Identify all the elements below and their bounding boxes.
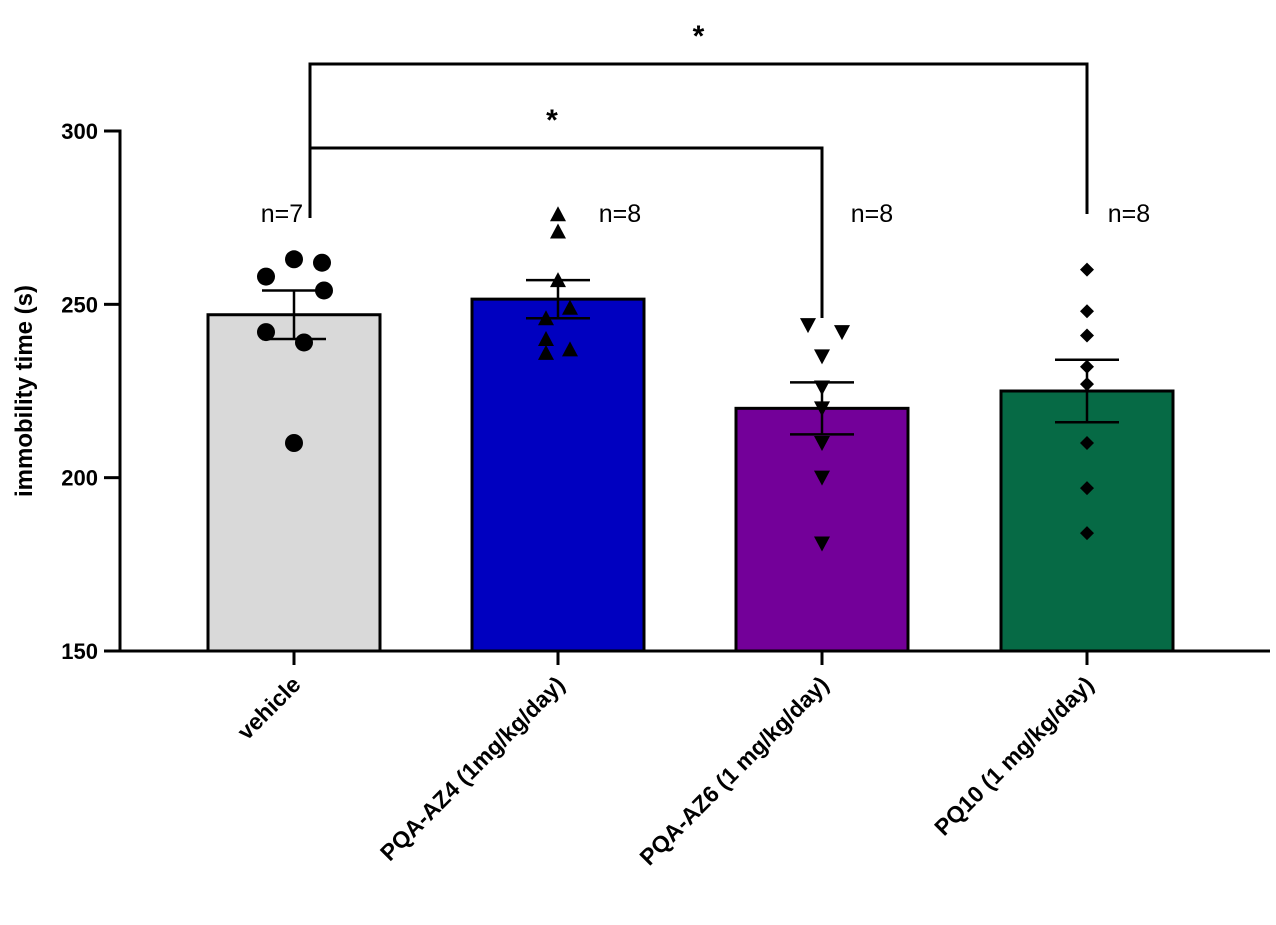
y-tick-label-2: 250 (61, 292, 98, 317)
error-bars-layer (262, 278, 1119, 436)
data-point-1-7 (538, 344, 554, 360)
data-point-1-0 (550, 206, 566, 222)
significance-star-1: * (693, 20, 705, 53)
data-point-3-4 (1080, 377, 1094, 392)
data-point-1-2 (550, 272, 566, 288)
data-point-0-2 (257, 267, 275, 286)
data-point-2-0 (800, 318, 816, 334)
n-label-3: n=8 (1108, 200, 1150, 228)
data-point-2-7 (814, 536, 830, 552)
data-point-3-5 (1080, 436, 1094, 450)
data-point-1-6 (562, 341, 578, 357)
data-point-1-3 (562, 299, 578, 315)
significance-bracket-0 (308, 146, 824, 318)
n-label-2: n=8 (851, 200, 893, 228)
bar-1 (470, 297, 646, 653)
x-category-label-0: vehicle (232, 671, 306, 745)
data-point-1-5 (538, 331, 554, 346)
x-category-label-2: PQA-AZ6 (1 mg/kg/day) (634, 671, 833, 870)
x-category-label-3: PQ10 (1 mg/kg/day) (929, 671, 1098, 840)
n-label-0: n=7 (261, 200, 303, 228)
data-point-0-4 (257, 323, 275, 342)
data-point-2-4 (814, 401, 830, 417)
data-point-0-3 (315, 281, 333, 300)
data-point-0-1 (313, 253, 331, 272)
bar-3 (999, 389, 1175, 653)
data-point-0-0 (285, 250, 303, 269)
data-point-2-3 (814, 380, 830, 396)
data-point-2-2 (814, 349, 830, 365)
data-point-3-3 (1080, 359, 1094, 374)
data-point-0-6 (285, 434, 303, 452)
data-point-2-5 (814, 436, 830, 451)
data-point-3-0 (1080, 262, 1094, 277)
data-point-0-5 (295, 333, 313, 352)
data-point-2-1 (834, 325, 850, 341)
axes-layer (104, 129, 1270, 665)
n-label-1: n=8 (599, 200, 641, 228)
data-point-2-6 (814, 470, 830, 486)
data-point-1-1 (550, 223, 566, 239)
data-points-layer (257, 206, 1094, 552)
significance-layer (308, 62, 1089, 318)
data-point-3-1 (1080, 304, 1094, 319)
y-axis-title: immobility time (s) (11, 285, 38, 497)
bars-layer (206, 297, 1175, 653)
data-point-3-2 (1080, 328, 1094, 343)
x-category-label-1: PQA-AZ4 (1mg/kg/day) (375, 671, 570, 866)
data-point-3-7 (1080, 526, 1094, 541)
y-tick-label-3: 300 (61, 119, 98, 144)
y-tick-label-0: 150 (61, 639, 98, 664)
y-tick-label-1: 200 (61, 466, 98, 491)
data-point-3-6 (1080, 481, 1094, 496)
significance-bracket-1 (308, 62, 1089, 218)
data-point-1-4 (538, 310, 554, 326)
significance-star-0: * (546, 104, 558, 137)
bar-0 (206, 313, 382, 653)
